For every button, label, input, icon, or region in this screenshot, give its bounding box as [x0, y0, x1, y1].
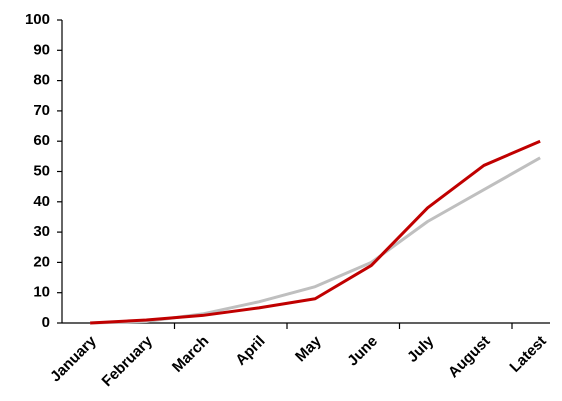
x-tick-label: July	[404, 332, 438, 366]
y-tick-label: 20	[33, 253, 50, 270]
y-tick-label: 10	[33, 284, 50, 301]
x-tick-label: February	[99, 332, 157, 390]
y-tick-label: 70	[33, 102, 50, 119]
y-tick-label: 100	[25, 11, 50, 28]
series-line	[90, 139, 541, 325]
x-tick-label: April	[232, 333, 268, 369]
y-tick-label: 40	[33, 193, 50, 210]
x-tick-label: March	[169, 333, 212, 376]
x-tick-label: Latest	[506, 333, 549, 376]
y-tick-label: 90	[33, 41, 50, 58]
y-tick-label: 60	[33, 132, 50, 149]
x-tick-label: January	[47, 332, 100, 385]
y-tick-label: 0	[42, 314, 50, 331]
y-tick-label: 50	[33, 162, 50, 179]
y-tick-label: 30	[33, 223, 50, 240]
x-tick-label: June	[344, 333, 381, 370]
y-tick-label: 80	[33, 72, 50, 89]
x-tick-label: August	[445, 333, 494, 382]
x-tick-label: May	[292, 332, 325, 365]
